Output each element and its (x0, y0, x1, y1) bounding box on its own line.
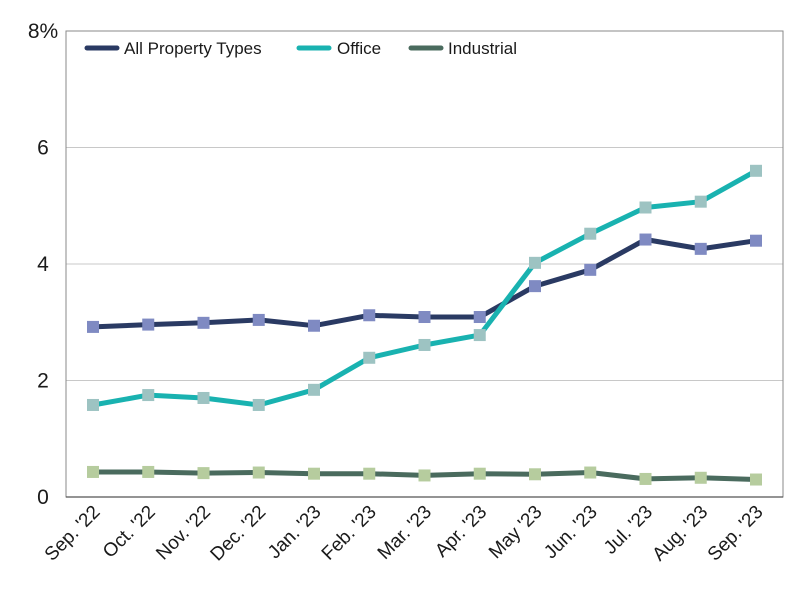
y-tick-label: 6 (37, 137, 49, 160)
data-point-marker (750, 164, 762, 177)
legend-label: Office (337, 39, 381, 58)
data-point-marker (363, 467, 376, 480)
data-point-marker (639, 472, 652, 485)
x-tick-label: Aug. '23 (649, 502, 713, 566)
data-point-marker (529, 256, 541, 269)
data-point-marker (473, 329, 486, 342)
data-point-marker (529, 468, 541, 481)
data-point-marker (584, 263, 597, 276)
axes (65, 30, 784, 498)
x-tick-label: Oct. '22 (99, 502, 160, 563)
data-point-marker (363, 309, 376, 322)
x-tick-label: Feb. '23 (318, 502, 381, 565)
data-point-marker (87, 398, 99, 411)
data-point-marker (308, 383, 320, 396)
data-point-marker (473, 311, 486, 324)
data-point-marker (197, 391, 210, 404)
series-line-1 (90, 168, 759, 408)
y-tick-label: 4 (37, 253, 49, 276)
y-tick-label: 8% (28, 20, 58, 43)
data-point-marker (750, 473, 762, 486)
y-tick-label: 2 (37, 370, 49, 393)
data-point-marker (252, 398, 265, 411)
x-tick-label: Jun. '23 (540, 502, 601, 563)
x-tick-label: Jan. '23 (264, 502, 325, 563)
x-tick-label: Mar. '23 (374, 502, 436, 564)
legend: All Property Types Office Industrial (84, 39, 517, 58)
data-point-marker (473, 467, 486, 480)
data-point-marker (584, 227, 597, 240)
y-axis-ticks: 0 2 4 6 8% (28, 20, 58, 509)
y-tick-label: 0 (37, 486, 49, 509)
x-tick-label: Sep. '23 (704, 502, 768, 566)
data-point-marker (363, 351, 376, 364)
gridlines (66, 147, 783, 381)
x-tick-label: Nov. '22 (152, 502, 215, 565)
data-point-marker (694, 242, 707, 255)
data-point-marker (252, 466, 265, 479)
x-tick-label: May '23 (485, 502, 546, 563)
data-point-marker (694, 195, 707, 208)
data-point-marker (87, 320, 99, 333)
data-point-marker (87, 465, 99, 478)
data-point-marker (308, 467, 320, 480)
x-tick-label: Sep. '22 (41, 502, 105, 566)
legend-label: All Property Types (124, 39, 262, 58)
data-point-marker (252, 313, 265, 326)
data-point-marker (750, 234, 762, 247)
x-tick-label: Dec. '22 (207, 502, 271, 566)
data-point-marker (197, 467, 210, 480)
x-tick-label: Apr. '23 (431, 502, 491, 562)
data-point-marker (418, 338, 431, 351)
series-lines (87, 164, 762, 486)
data-point-marker (142, 318, 155, 331)
data-point-marker (418, 311, 431, 324)
data-point-marker (584, 466, 597, 479)
legend-label: Industrial (448, 39, 517, 58)
data-point-marker (694, 471, 707, 484)
data-point-marker (529, 280, 541, 293)
data-point-marker (639, 233, 652, 246)
data-point-marker (308, 319, 320, 332)
data-point-marker (639, 201, 652, 214)
data-point-marker (197, 316, 210, 329)
data-point-marker (142, 465, 155, 478)
data-point-marker (142, 389, 155, 402)
data-point-marker (418, 469, 431, 482)
